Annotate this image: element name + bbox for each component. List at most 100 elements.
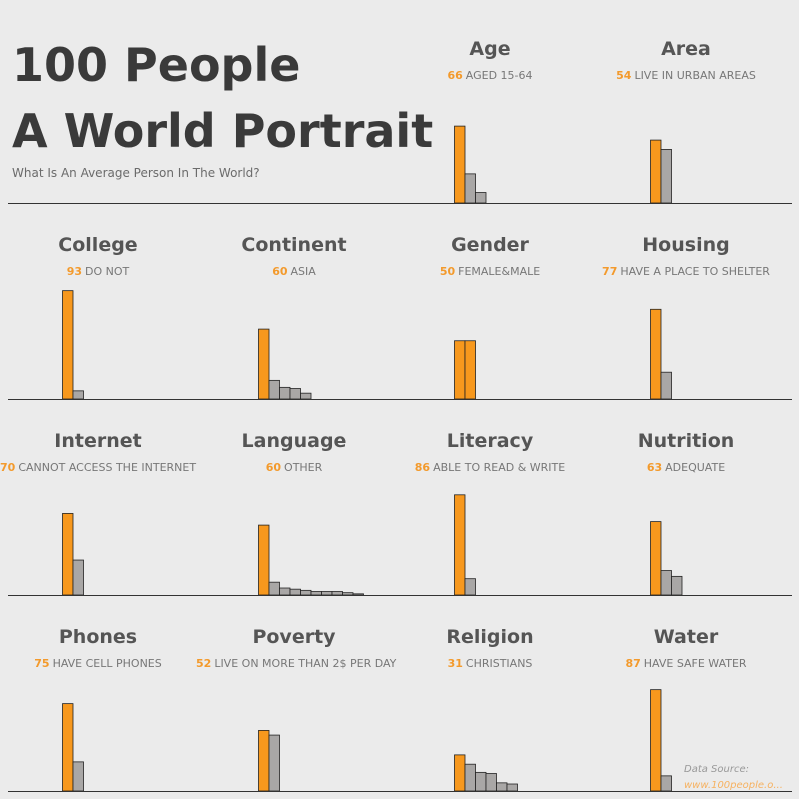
chart-panel-water: Water 87 HAVE SAFE WATER xyxy=(588,588,784,792)
bar-1[interactable] xyxy=(454,754,466,792)
chart-highlight: 75 HAVE CELL PHONES xyxy=(0,657,196,670)
chart-panel-literacy: Literacy 86 ABLE TO READ & WRITE xyxy=(392,392,588,596)
chart-title: Poverty xyxy=(252,626,336,648)
bar-chart xyxy=(62,290,84,400)
bar-6[interactable] xyxy=(506,783,518,792)
chart-highlight: 87 HAVE SAFE WATER xyxy=(588,657,784,670)
bar-2[interactable] xyxy=(464,763,476,792)
bar-1[interactable] xyxy=(62,513,74,596)
highlight-value: 50 xyxy=(439,265,456,278)
chart-panel-religion: Religion 31 CHRISTIANS xyxy=(392,588,588,792)
bar-1[interactable] xyxy=(258,524,270,596)
chart-panel-housing: Housing 77 HAVE A PLACE TO SHELTER xyxy=(588,196,784,400)
highlight-label: LIVE IN URBAN AREAS xyxy=(634,69,756,82)
chart-highlight: 70 CANNOT ACCESS THE INTERNET xyxy=(0,461,196,474)
bar-chart xyxy=(454,754,518,792)
bar-3[interactable] xyxy=(475,771,487,792)
chart-panel-nutrition: Nutrition 63 ADEQUATE xyxy=(588,392,784,596)
bar-1[interactable] xyxy=(62,290,74,400)
chart-title: Literacy xyxy=(446,430,534,452)
bar-5[interactable] xyxy=(496,782,508,792)
bar-2[interactable] xyxy=(464,340,476,400)
bar-1[interactable] xyxy=(650,689,662,792)
bar-1[interactable] xyxy=(454,494,466,596)
data-source-link[interactable]: www.100people.o... xyxy=(684,780,783,791)
highlight-value: 52 xyxy=(196,657,212,670)
chart-title: Phones xyxy=(58,626,138,648)
bar-1[interactable] xyxy=(258,730,270,792)
chart-panel-area: Area 54 LIVE IN URBAN AREAS xyxy=(588,0,784,204)
highlight-label: CHRISTIANS xyxy=(465,657,533,670)
bar-2[interactable] xyxy=(268,734,280,792)
row-baseline-4 xyxy=(8,791,792,792)
chart-panel-internet: Internet 70 CANNOT ACCESS THE INTERNET xyxy=(0,392,196,596)
highlight-label: ASIA xyxy=(290,265,316,278)
chart-title: Continent xyxy=(241,234,347,256)
chart-highlight: 93 DO NOT xyxy=(0,265,196,278)
bar-chart xyxy=(454,125,487,204)
highlight-label: HAVE SAFE WATER xyxy=(643,657,747,670)
highlight-value: 66 xyxy=(447,69,463,82)
chart-highlight: 31 CHRISTIANS xyxy=(392,657,588,670)
chart-title: College xyxy=(58,234,138,256)
highlight-value: 63 xyxy=(646,461,663,474)
data-source-label: Data Source: xyxy=(684,764,749,775)
highlight-value: 54 xyxy=(616,69,632,82)
page-title-line-2: A World Portrait xyxy=(12,104,434,158)
chart-highlight: 60 OTHER xyxy=(196,461,392,474)
chart-title: Religion xyxy=(446,626,534,648)
chart-panel-college: College 93 DO NOT xyxy=(0,196,196,400)
bar-chart xyxy=(258,730,280,792)
highlight-value: 87 xyxy=(625,657,641,670)
chart-title: Gender xyxy=(451,234,529,256)
chart-highlight: 60 ASIA xyxy=(196,265,392,278)
highlight-value: 93 xyxy=(66,265,83,278)
page-title-line-1: 100 People xyxy=(12,38,301,92)
chart-panel-phones: Phones 75 HAVE CELL PHONES xyxy=(0,588,196,792)
bar-3[interactable] xyxy=(475,192,487,204)
chart-highlight: 54 LIVE IN URBAN AREAS xyxy=(588,69,784,82)
highlight-value: 70 xyxy=(0,461,16,474)
bar-1[interactable] xyxy=(62,703,74,792)
highlight-value: 31 xyxy=(447,657,463,670)
chart-panel-continent: Continent 60 ASIA xyxy=(196,196,392,400)
bar-2[interactable] xyxy=(660,775,672,792)
bar-1[interactable] xyxy=(650,308,662,400)
highlight-value: 77 xyxy=(602,265,618,278)
highlight-label: ABLE TO READ & WRITE xyxy=(433,461,566,474)
highlight-value: 60 xyxy=(272,265,288,278)
highlight-label: LIVE ON MORE THAN 2$ PER DAY xyxy=(214,657,397,670)
highlight-value: 75 xyxy=(34,657,50,670)
highlight-value: 60 xyxy=(265,461,282,474)
chart-title: Internet xyxy=(54,430,142,452)
chart-title: Age xyxy=(469,38,511,60)
chart-panel-age: Age 66 AGED 15-64 xyxy=(392,0,588,204)
chart-highlight: 50 FEMALE&MALE xyxy=(392,265,588,278)
bar-chart xyxy=(454,494,476,596)
chart-highlight: 77 HAVE A PLACE TO SHELTER xyxy=(588,265,784,278)
highlight-label: FEMALE&MALE xyxy=(458,265,541,278)
bar-1[interactable] xyxy=(650,521,662,596)
highlight-label: DO NOT xyxy=(85,265,130,278)
bar-1[interactable] xyxy=(454,125,466,204)
chart-panel-poverty: Poverty 52 LIVE ON MORE THAN 2$ PER DAY xyxy=(196,588,396,792)
highlight-label: AGED 15-64 xyxy=(465,69,533,82)
row-baseline-3 xyxy=(8,595,792,596)
bar-2[interactable] xyxy=(660,149,672,204)
chart-title: Language xyxy=(241,430,347,452)
bar-chart xyxy=(62,513,84,596)
bar-4[interactable] xyxy=(485,773,497,792)
chart-panel-language: Language 60 OTHER xyxy=(196,392,392,596)
bar-1[interactable] xyxy=(454,340,466,400)
bar-1[interactable] xyxy=(258,328,270,400)
chart-title: Nutrition xyxy=(637,430,735,452)
highlight-label: HAVE CELL PHONES xyxy=(52,657,162,670)
bar-chart xyxy=(258,524,364,596)
bar-2[interactable] xyxy=(72,761,84,792)
bar-1[interactable] xyxy=(650,139,662,204)
highlight-value: 86 xyxy=(414,461,431,474)
chart-highlight: 66 AGED 15-64 xyxy=(392,69,588,82)
chart-panel-gender: Gender 50 FEMALE&MALE xyxy=(392,196,588,400)
bar-chart xyxy=(650,521,683,596)
chart-title: Area xyxy=(661,38,711,60)
